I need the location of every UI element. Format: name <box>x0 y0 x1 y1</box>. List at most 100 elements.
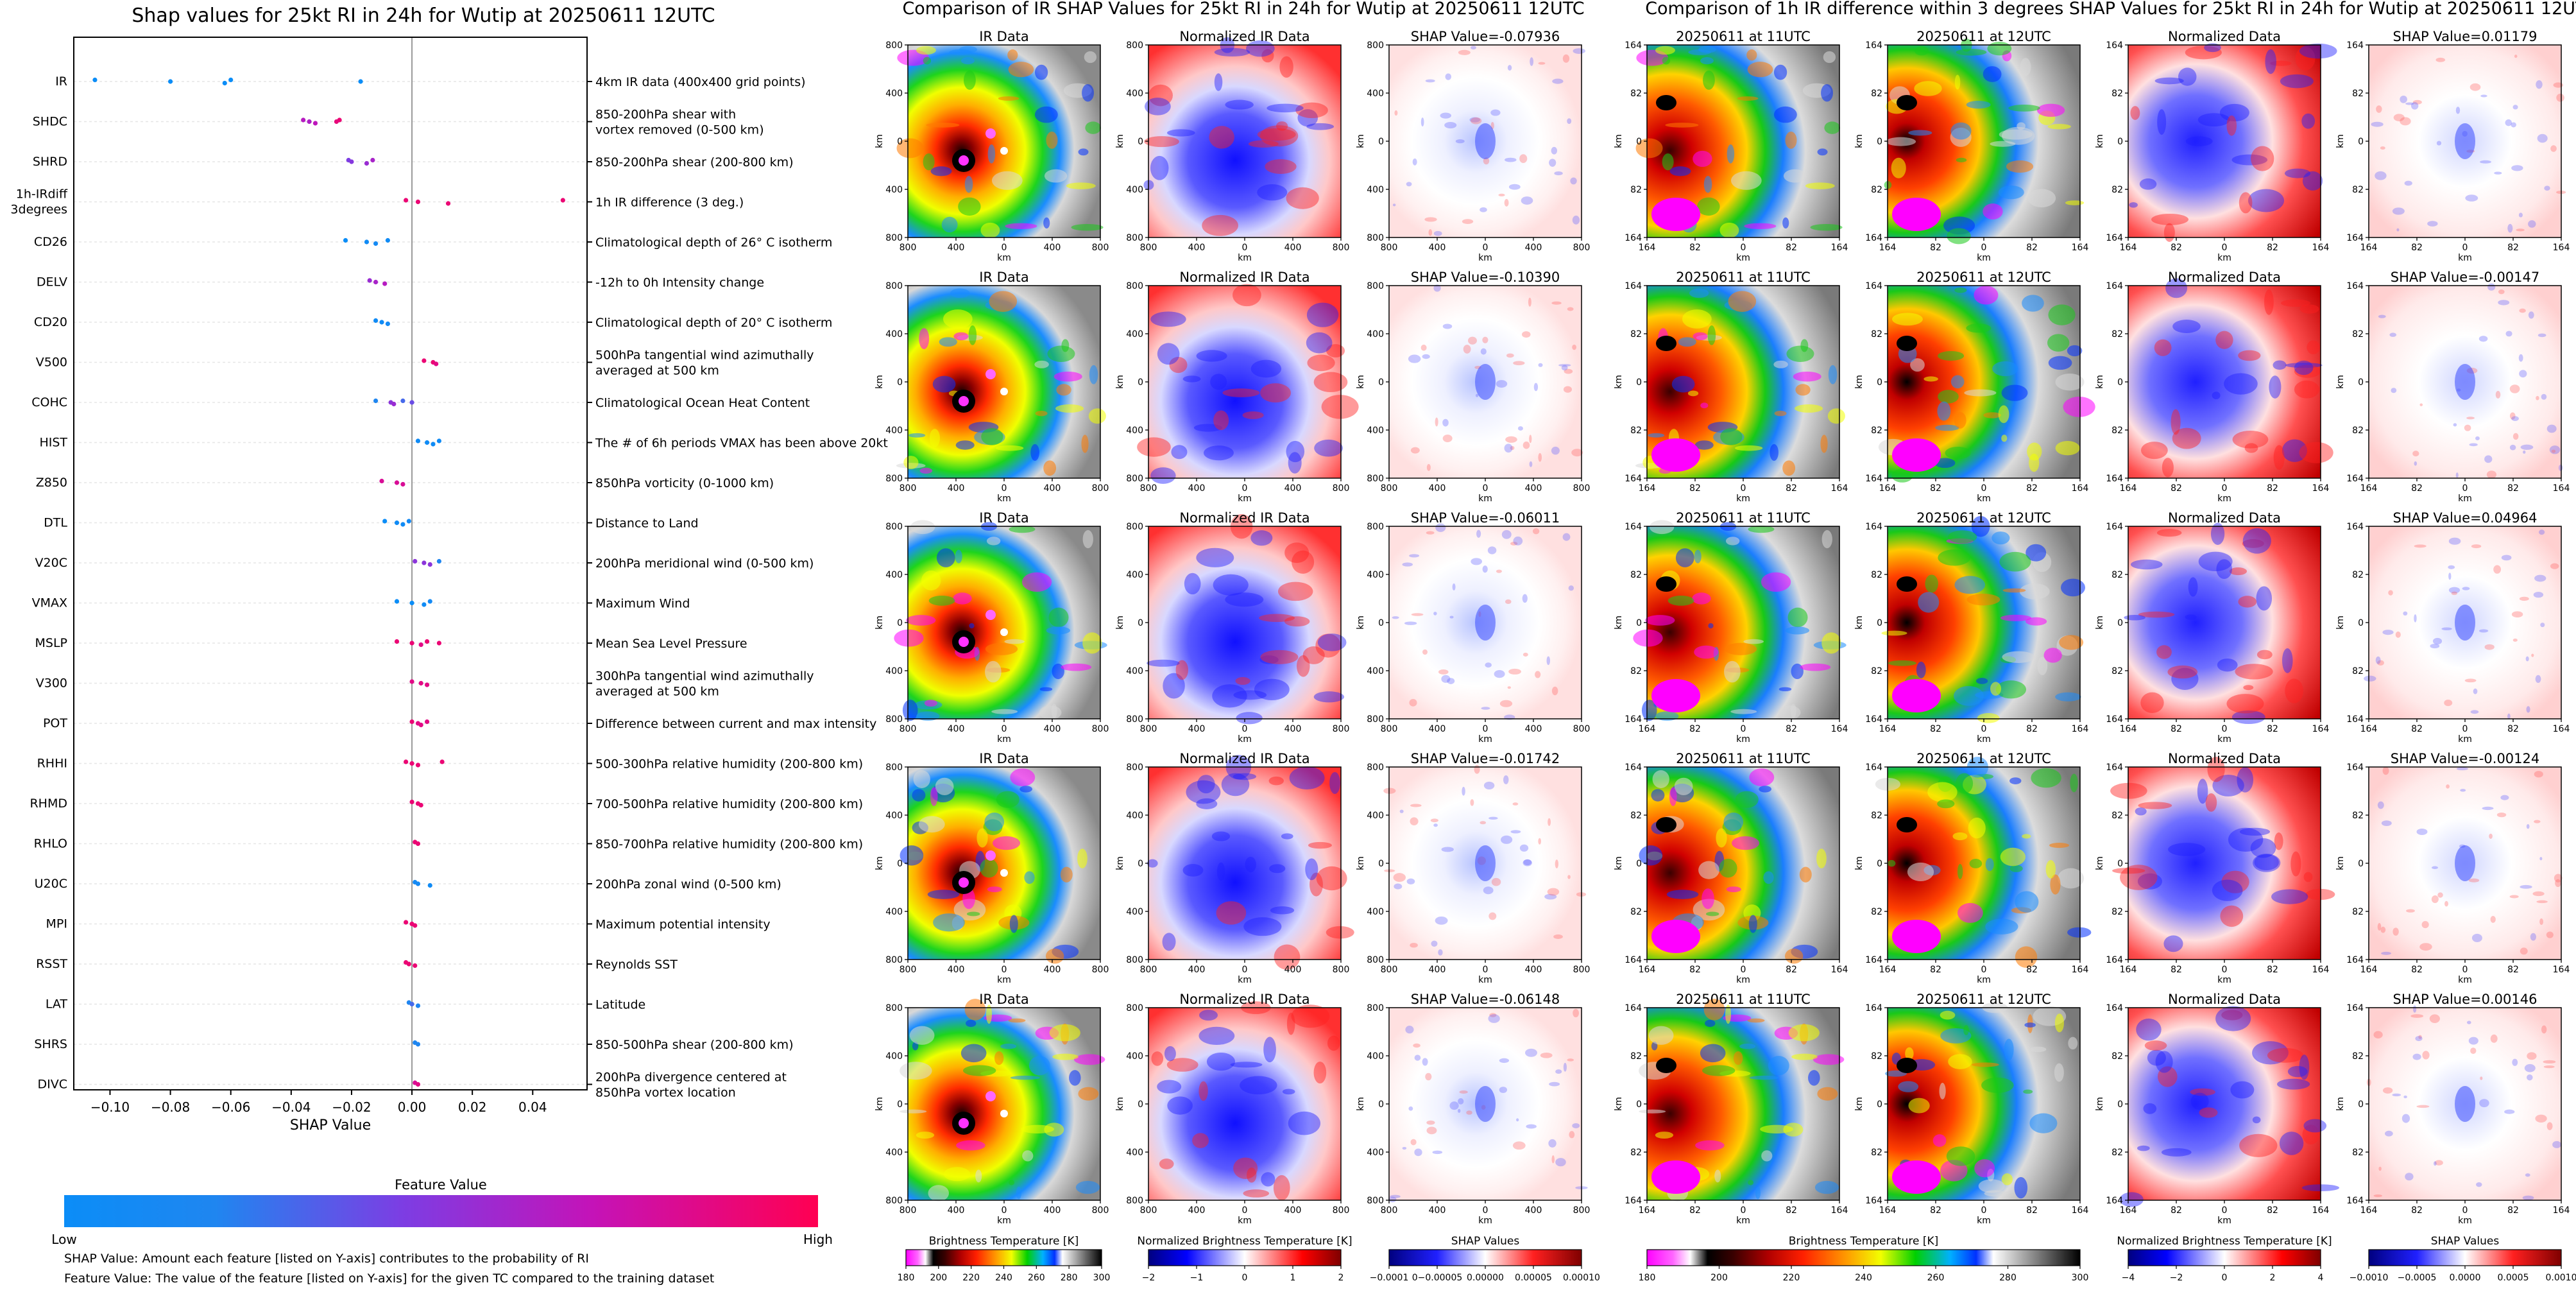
image-texture <box>1521 196 1533 205</box>
image-texture <box>1010 915 1018 933</box>
y-tick-label: 164 <box>2346 1196 2364 1206</box>
feature-label: V300 <box>36 676 67 691</box>
x-axis-label: km <box>1238 1216 1252 1226</box>
image-texture <box>1573 1009 1579 1017</box>
y-tick-label: 0 <box>2117 377 2123 388</box>
y-axis-label: km <box>1854 616 1864 630</box>
image-texture <box>1509 184 1521 190</box>
image-texture <box>2513 433 2519 440</box>
image-texture <box>1503 775 1509 784</box>
image-texture <box>1698 861 1719 879</box>
x-tick-label: 400 <box>1188 243 1206 253</box>
image-texture <box>2141 442 2168 459</box>
y-tick-label: 82 <box>1630 185 1642 195</box>
image-texture <box>2303 1119 2326 1133</box>
y-tick-label: 400 <box>1126 185 1143 195</box>
image-texture <box>2371 122 2383 127</box>
shap-point <box>301 117 305 122</box>
x-tick-label: 164 <box>1639 1205 1656 1216</box>
image-texture <box>1553 935 1563 939</box>
image-texture <box>998 96 1019 101</box>
image-texture <box>1785 949 1803 964</box>
image-texture <box>2480 95 2487 98</box>
image-texture <box>1225 100 1254 110</box>
shap-point <box>404 920 408 924</box>
image-texture <box>2472 934 2482 942</box>
y-tick-label: 800 <box>1126 281 1143 291</box>
image-texture <box>1250 530 1272 546</box>
g1-panel: Normalized IR Data8008004004000040040080… <box>1115 751 1354 985</box>
shap-point <box>307 119 311 124</box>
image-texture <box>2120 1192 2144 1207</box>
image-texture <box>1034 361 1049 368</box>
image-texture <box>1805 182 1835 189</box>
image-texture <box>1434 231 1442 236</box>
image-texture <box>2285 678 2303 703</box>
image-texture <box>1408 1107 1413 1111</box>
image-texture <box>2519 354 2523 362</box>
image-texture <box>1523 859 1531 866</box>
image-texture <box>1954 288 1966 293</box>
shap-point <box>422 560 426 565</box>
shap-point <box>379 320 384 324</box>
image-texture <box>1714 1169 1721 1182</box>
image-texture <box>1815 1181 1839 1194</box>
image-texture <box>988 144 996 164</box>
x-tick-label: −0.08 <box>151 1099 190 1115</box>
x-tick-label: 164 <box>2312 483 2330 494</box>
image-texture <box>1422 354 1429 359</box>
image-texture <box>1778 705 1801 719</box>
g1-colorbar-shap-tick-label: 0−0.00005 <box>1412 1273 1463 1283</box>
image-texture <box>2378 802 2384 809</box>
image-texture <box>1547 657 1551 666</box>
image-texture <box>1650 520 1674 534</box>
shap-point <box>228 78 233 82</box>
y-tick-label: 164 <box>2106 955 2123 965</box>
image-texture <box>1639 845 1663 865</box>
y-tick-label: 0 <box>2358 137 2364 147</box>
image-texture <box>1954 576 1985 594</box>
image-texture <box>980 223 1000 238</box>
x-tick-label: 0 <box>2222 724 2228 734</box>
image-texture <box>1468 337 1477 345</box>
x-tick-label: 164 <box>2120 965 2137 975</box>
y-tick-label: 82 <box>2352 907 2364 917</box>
g2-panel: 20250611 at 12UTC1641648282008282164164k… <box>1854 751 2091 985</box>
image-texture <box>1704 176 1712 193</box>
feature-description: 700-500hPa relative humidity (200-800 km… <box>595 797 863 811</box>
image-texture <box>2156 1051 2173 1072</box>
y-tick-label: 82 <box>1871 570 1882 580</box>
image-texture <box>1198 1027 1234 1045</box>
image-texture <box>2375 171 2386 180</box>
y-axis-label: km <box>2095 856 2105 870</box>
shap-point <box>373 318 378 323</box>
x-tick-label: −0.02 <box>332 1099 371 1115</box>
image-texture <box>1999 406 2009 424</box>
shap-point <box>395 599 399 603</box>
image-texture <box>1966 323 1991 332</box>
feature-description: 850-200hPa shear (200-800 km) <box>595 155 794 169</box>
feature-label: 3degrees <box>10 203 67 217</box>
x-tick-label: 400 <box>1429 965 1446 975</box>
x-tick-label: 0.02 <box>458 1099 487 1115</box>
y-tick-label: 800 <box>885 1196 903 1206</box>
x-axis-label: km <box>1478 494 1492 504</box>
y-tick-label: 400 <box>1367 185 1384 195</box>
image-texture <box>975 1169 982 1182</box>
image-texture <box>2527 706 2530 712</box>
image-texture <box>1306 332 1333 354</box>
image-texture <box>2120 865 2157 890</box>
image-texture <box>910 1026 935 1045</box>
image-texture <box>2299 1055 2310 1080</box>
x-tick-label: 0 <box>1741 1205 1746 1216</box>
shap-point <box>419 681 423 685</box>
image-texture <box>1724 661 1741 683</box>
image-texture <box>1447 678 1454 684</box>
x-tick-label: 164 <box>2312 965 2330 975</box>
image-texture <box>2004 1038 2014 1060</box>
x-tick-label: 82 <box>2267 483 2278 494</box>
image-texture <box>1990 682 2001 695</box>
panel-title: 20250611 at 11UTC <box>1676 270 1811 285</box>
image-texture <box>1551 302 1561 305</box>
